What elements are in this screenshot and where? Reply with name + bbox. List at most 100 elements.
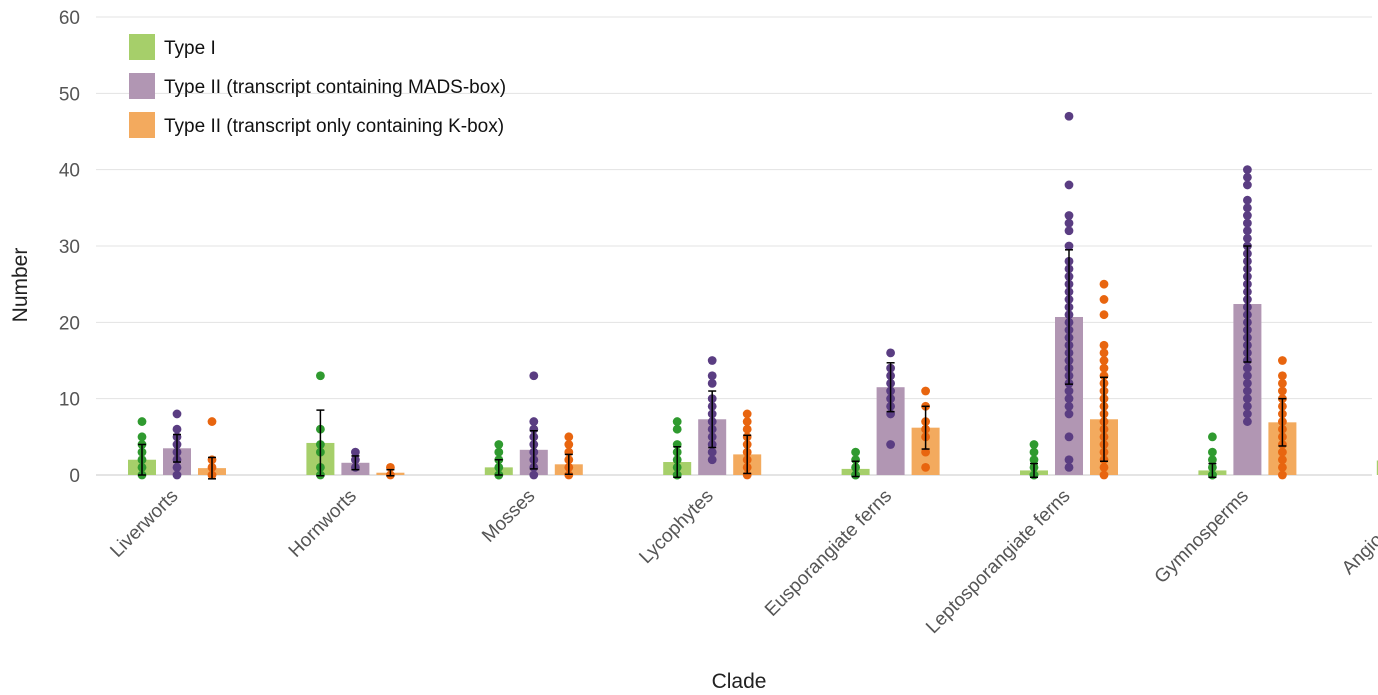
data-point [1099, 279, 1109, 289]
data-point [1099, 340, 1109, 350]
bar [1376, 460, 1378, 475]
data-point [1064, 401, 1074, 411]
legend-label: Type I [164, 38, 216, 59]
data-point [1029, 455, 1039, 465]
error-bar [564, 453, 573, 475]
data-point [921, 447, 930, 457]
legend-swatch [129, 34, 155, 60]
error-bar [1030, 462, 1038, 479]
data-point [494, 447, 504, 457]
x-axis-title: Clade [712, 670, 767, 693]
error-bar [886, 362, 895, 413]
data-point [564, 440, 574, 449]
data-point [1278, 356, 1287, 365]
data-point [886, 348, 895, 358]
legend-label: Type II (transcript containing MADS-box) [164, 77, 506, 98]
data-point [1064, 386, 1074, 396]
error-bar [1243, 245, 1252, 363]
data-point [1278, 470, 1287, 480]
error-bar [708, 390, 717, 449]
y-tick-label: 10 [59, 390, 80, 411]
data-point [1064, 241, 1074, 251]
data-point [1243, 218, 1252, 228]
data-point [172, 424, 182, 434]
error-bar [529, 429, 538, 470]
data-point [529, 470, 539, 480]
data-point [1243, 172, 1252, 182]
data-point [742, 417, 752, 426]
legend-swatch [129, 112, 155, 138]
error-bar [673, 446, 682, 479]
data-point [1099, 348, 1109, 358]
data-point [529, 417, 539, 426]
error-bar [208, 456, 216, 480]
x-tick-label: Lycophytes [635, 486, 717, 568]
data-point [707, 447, 717, 457]
data-point [137, 417, 147, 426]
legend: Type I Type II (transcript containing MAD… [129, 34, 506, 138]
data-point [1243, 363, 1252, 373]
error-bar [316, 409, 325, 477]
data-point [1208, 455, 1217, 465]
data-point [172, 409, 182, 419]
error-bar [173, 433, 181, 463]
data-point [1099, 356, 1109, 365]
data-point [921, 462, 930, 472]
data-point [1029, 440, 1039, 449]
error-bar [1208, 462, 1217, 479]
data-point [564, 432, 574, 442]
data-point [1278, 447, 1287, 457]
error-bar [921, 405, 930, 450]
y-tick-label: 50 [59, 84, 80, 105]
legend-swatch [129, 73, 155, 99]
data-point [1064, 462, 1074, 472]
x-tick-label: Angiosperms [1338, 486, 1378, 579]
data-point [1099, 310, 1109, 320]
data-point [1278, 371, 1287, 381]
data-point [672, 417, 682, 426]
x-axis-ticks: Liverworts Hornworts Mosses Lycophytes Euspo… [106, 486, 1378, 638]
y-axis-title: Number [9, 248, 32, 323]
data-point [529, 371, 539, 381]
data-point [1243, 417, 1252, 426]
data-point [742, 424, 752, 434]
error-bar [494, 458, 503, 476]
data-point [1278, 462, 1287, 472]
error-bar [138, 443, 146, 476]
x-tick-label: Eusporangiate ferns [761, 486, 896, 621]
error-bar [1065, 249, 1073, 385]
data-point [672, 424, 682, 434]
data-point [1243, 379, 1252, 388]
data-point [137, 432, 147, 442]
x-tick-label: Hornworts [285, 486, 361, 562]
data-point [1064, 226, 1074, 236]
legend-label: Type II (transcript only containing K-bo… [164, 116, 504, 137]
data-point [1064, 409, 1074, 419]
error-bar [1278, 397, 1287, 447]
data-point [1064, 455, 1074, 465]
data-point [1064, 211, 1074, 220]
error-bar [743, 434, 752, 475]
y-tick-label: 30 [59, 237, 80, 258]
data-point [886, 440, 895, 449]
data-point [1064, 394, 1074, 404]
x-tick-label: Mosses [478, 486, 539, 547]
data-point [707, 455, 717, 465]
data-point [921, 386, 930, 396]
data-point [1029, 447, 1039, 457]
data-point [172, 462, 182, 472]
data-point [316, 371, 325, 381]
data-point [1243, 386, 1252, 396]
y-tick-label: 60 [59, 8, 80, 29]
data-point [1099, 462, 1109, 472]
data-point [1243, 401, 1252, 411]
data-point [1208, 432, 1217, 442]
data-point [1243, 180, 1252, 190]
data-point [1243, 203, 1252, 213]
data-point [742, 409, 752, 419]
error-bar [1100, 376, 1108, 463]
error-bar [351, 455, 360, 471]
data-point [1064, 432, 1074, 442]
data-point [1243, 233, 1252, 243]
